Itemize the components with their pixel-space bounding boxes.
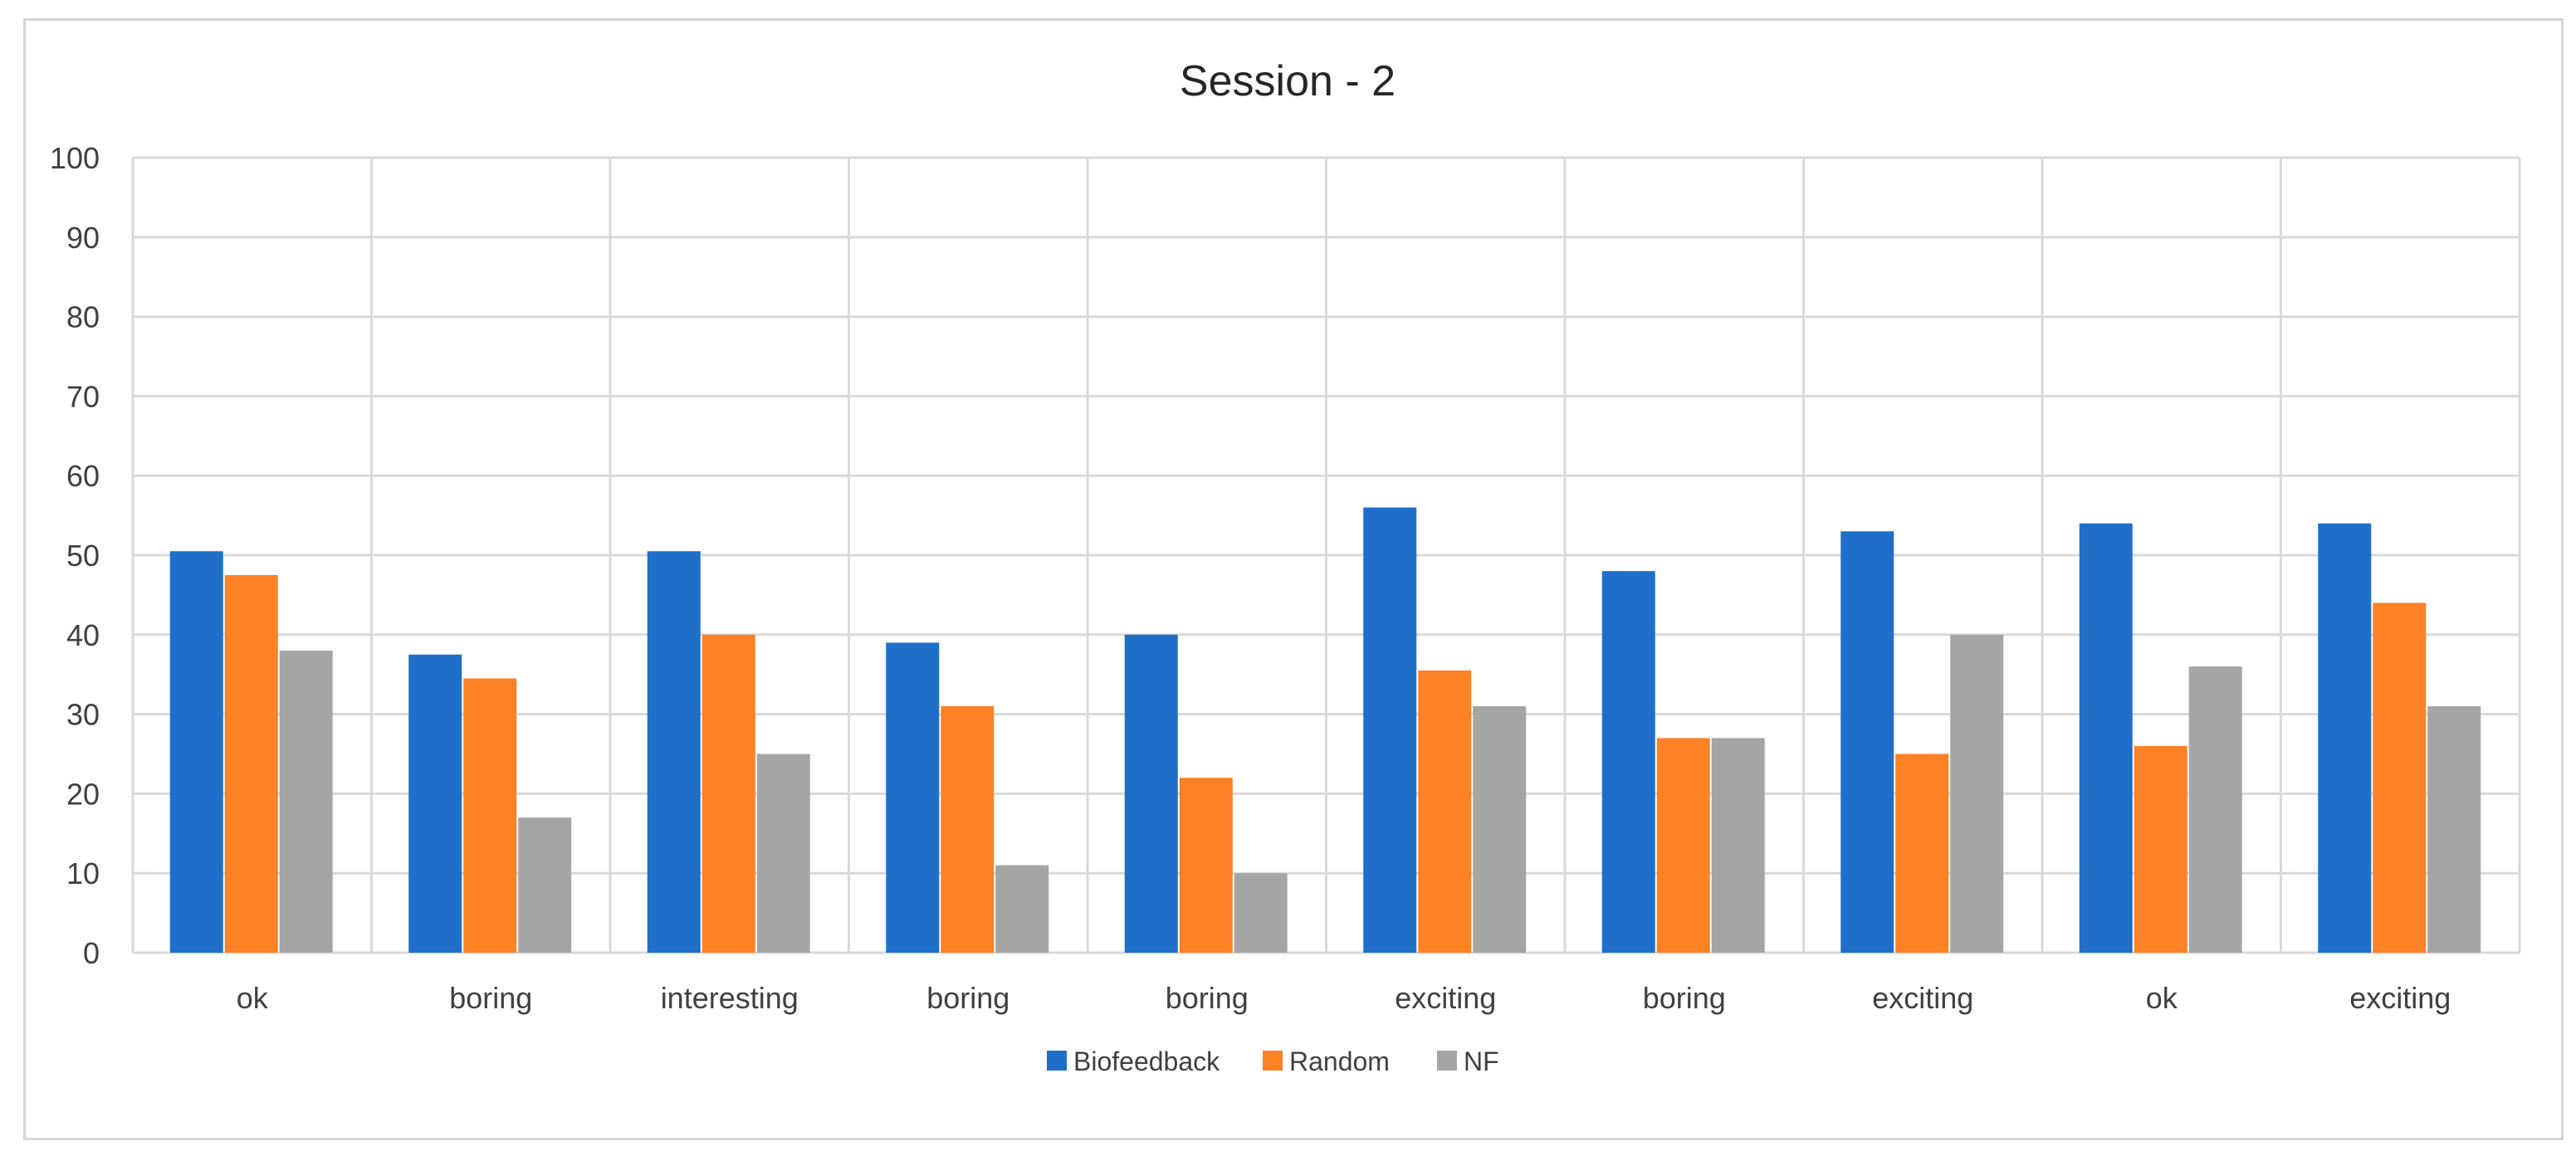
- chart-title: Session - 2: [1180, 57, 1396, 105]
- y-tick-label: 100: [50, 141, 100, 175]
- bar-random-3: [941, 706, 995, 953]
- bar-random-9: [2373, 602, 2427, 953]
- y-tick-label: 60: [66, 459, 100, 493]
- bar-random-0: [224, 574, 278, 953]
- legend-label-nf: NF: [1464, 1046, 1499, 1076]
- bar-nf-7: [1950, 634, 2004, 953]
- bar-nf-4: [1234, 873, 1288, 953]
- bar-nf-6: [1711, 738, 1765, 953]
- y-tick-label: 50: [66, 539, 100, 573]
- bar-biofeedback-0: [169, 551, 223, 953]
- bar-nf-2: [756, 754, 810, 953]
- x-tick-label: boring: [1643, 981, 1726, 1015]
- x-tick-label: ok: [237, 981, 269, 1015]
- bar-random-2: [701, 634, 755, 953]
- bar-nf-9: [2427, 706, 2481, 953]
- legend-swatch-nf: [1437, 1051, 1457, 1071]
- legend-swatch-biofeedback: [1047, 1051, 1067, 1071]
- y-tick-label: 90: [66, 221, 100, 255]
- legend: Biofeedback Random NF: [1047, 1046, 1499, 1076]
- y-tick-label: 40: [66, 618, 100, 652]
- x-tick-label: exciting: [1872, 981, 1973, 1015]
- y-axis-ticks: 0 10 20 30 40 50 60 70 80 90 100: [50, 141, 100, 970]
- legend-swatch-random: [1263, 1051, 1283, 1071]
- bar-biofeedback-5: [1363, 507, 1417, 953]
- bar-biofeedback-1: [408, 654, 462, 953]
- legend-label-random: Random: [1289, 1046, 1390, 1076]
- x-tick-label: interesting: [661, 981, 799, 1015]
- bar-random-5: [1418, 670, 1472, 953]
- bar-random-8: [2134, 745, 2187, 953]
- y-tick-label: 70: [66, 379, 100, 413]
- x-axis-ticks: ok boring interesting boring boring exciting b…: [237, 981, 2451, 1015]
- y-tick-label: 0: [83, 936, 100, 970]
- x-tick-label: ok: [2146, 981, 2178, 1015]
- x-tick-label: exciting: [2349, 981, 2451, 1015]
- bar-biofeedback-4: [1124, 634, 1178, 953]
- bar-biofeedback-7: [1840, 531, 1894, 953]
- x-tick-label: boring: [1166, 981, 1249, 1015]
- y-tick-label: 30: [66, 698, 100, 732]
- bar-nf-8: [2188, 666, 2242, 953]
- bar-biofeedback-2: [647, 551, 701, 953]
- bar-random-7: [1895, 754, 1949, 953]
- bar-nf-3: [995, 865, 1049, 953]
- y-tick-label: 80: [66, 300, 100, 334]
- bar-biofeedback-6: [1601, 571, 1655, 953]
- bar-random-6: [1656, 738, 1710, 953]
- bar-random-4: [1179, 778, 1233, 953]
- bar-nf-5: [1473, 706, 1527, 953]
- x-tick-label: boring: [449, 981, 532, 1015]
- y-tick-label: 20: [66, 777, 100, 811]
- bar-biofeedback-8: [2079, 523, 2133, 953]
- bar-random-1: [463, 678, 517, 953]
- x-tick-label: exciting: [1395, 981, 1496, 1015]
- bars: [169, 507, 2481, 953]
- y-tick-label: 10: [66, 856, 100, 890]
- x-tick-label: boring: [926, 981, 1009, 1015]
- bar-biofeedback-3: [886, 642, 940, 953]
- bar-nf-0: [279, 650, 333, 953]
- legend-label-biofeedback: Biofeedback: [1073, 1046, 1220, 1076]
- bar-nf-1: [518, 817, 572, 953]
- bar-biofeedback-9: [2318, 523, 2372, 953]
